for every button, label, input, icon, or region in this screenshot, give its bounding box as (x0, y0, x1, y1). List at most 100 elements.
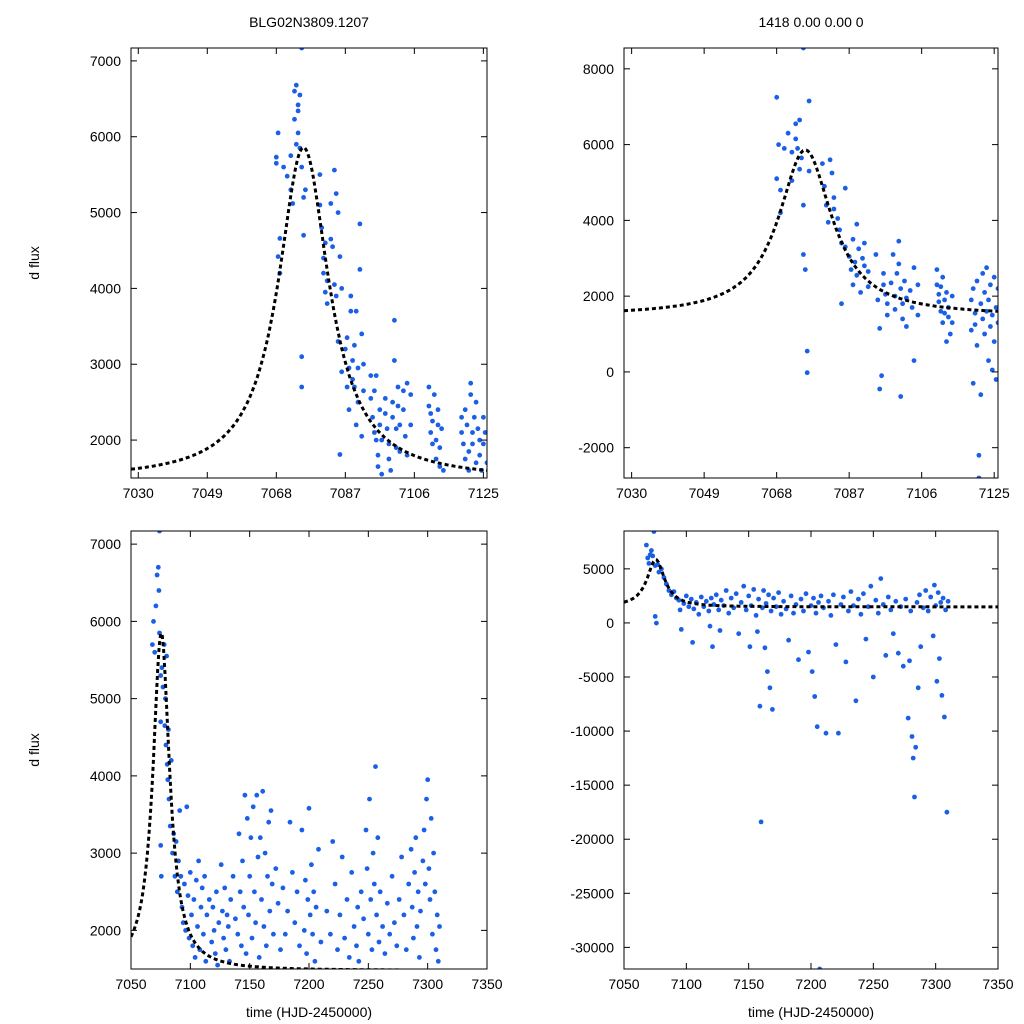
data-point (686, 604, 692, 610)
data-point (437, 464, 443, 469)
data-point (806, 98, 812, 104)
data-point (798, 596, 804, 602)
data-point (464, 422, 470, 428)
data-point (696, 611, 702, 617)
y-tick-label: 7000 (90, 53, 121, 69)
data-point (938, 284, 944, 290)
data-point (196, 858, 202, 864)
data-point (799, 155, 804, 161)
data-point (430, 931, 435, 937)
data-point (332, 167, 337, 173)
data-point (409, 904, 415, 910)
data-point (281, 164, 286, 170)
data-point (475, 426, 481, 432)
data-point (404, 380, 410, 386)
data-point (786, 637, 791, 643)
model-curve (131, 145, 487, 472)
data-point (260, 788, 266, 794)
data-point (354, 943, 359, 949)
data-point (936, 291, 942, 297)
data-point (332, 881, 338, 887)
data-point (905, 715, 911, 721)
data-point (344, 384, 350, 390)
data-point (317, 172, 323, 178)
model-curve (624, 148, 998, 313)
data-point (827, 157, 833, 163)
data-point (221, 935, 227, 941)
data-point (820, 161, 825, 167)
data-point (947, 331, 953, 337)
data-point (470, 441, 475, 447)
data-point (153, 603, 159, 609)
data-point (875, 297, 881, 303)
data-point (277, 236, 283, 241)
data-point (353, 422, 359, 428)
data-point (375, 464, 381, 469)
data-point (273, 160, 279, 166)
data-point (949, 293, 955, 299)
data-point (275, 900, 281, 906)
data-point (688, 596, 694, 602)
data-point (771, 595, 776, 601)
data-point (865, 284, 871, 290)
data-point (361, 361, 366, 367)
data-point (738, 600, 744, 605)
data-point (403, 947, 409, 953)
data-point (822, 183, 827, 189)
data-point (377, 407, 383, 413)
data-point (841, 594, 846, 600)
y-tick-label: 6000 (90, 613, 121, 629)
data-point (778, 187, 783, 193)
data-point (414, 924, 420, 929)
data-point (187, 870, 193, 875)
y-tick-label: -15000 (570, 777, 614, 793)
data-point (932, 582, 937, 588)
data-point (420, 858, 426, 864)
data-point (938, 600, 944, 605)
data-point (968, 327, 974, 333)
data-point (984, 308, 989, 314)
plot-frame (130, 530, 488, 970)
data-point (182, 881, 187, 887)
data-point (290, 870, 295, 875)
data-point (812, 694, 818, 699)
data-point (406, 881, 412, 887)
data-point (846, 608, 851, 614)
data-point (691, 606, 697, 612)
data-point (239, 943, 244, 949)
data-point (974, 278, 980, 284)
data-point (726, 610, 732, 616)
data-point (762, 645, 768, 651)
data-point (461, 441, 466, 447)
data-point (843, 659, 849, 665)
data-point (209, 939, 215, 945)
data-point (306, 805, 312, 811)
data-point (256, 955, 262, 960)
data-point (435, 407, 441, 413)
y-tick-label: -30000 (570, 939, 614, 955)
data-point (235, 931, 241, 937)
x-tick-label: 7068 (261, 485, 292, 501)
data-point (191, 897, 197, 902)
data-point (723, 588, 729, 593)
data-point (900, 301, 905, 307)
data-point (401, 388, 406, 394)
data-points (774, 48, 998, 478)
data-point (894, 271, 900, 276)
data-point (912, 794, 917, 800)
data-point (193, 877, 199, 883)
x-tick-label: 7100 (175, 976, 206, 992)
x-tick-label: 7200 (795, 976, 826, 992)
data-point (368, 897, 374, 902)
data-point (751, 587, 757, 592)
data-point (892, 307, 898, 312)
data-point (342, 346, 348, 352)
data-point (318, 939, 324, 945)
data-point (842, 185, 848, 191)
data-point (854, 221, 860, 227)
y-tick-label: 3000 (90, 356, 121, 372)
data-point (459, 414, 464, 420)
data-point (938, 308, 944, 314)
data-point (212, 951, 218, 956)
data-point (717, 628, 723, 633)
